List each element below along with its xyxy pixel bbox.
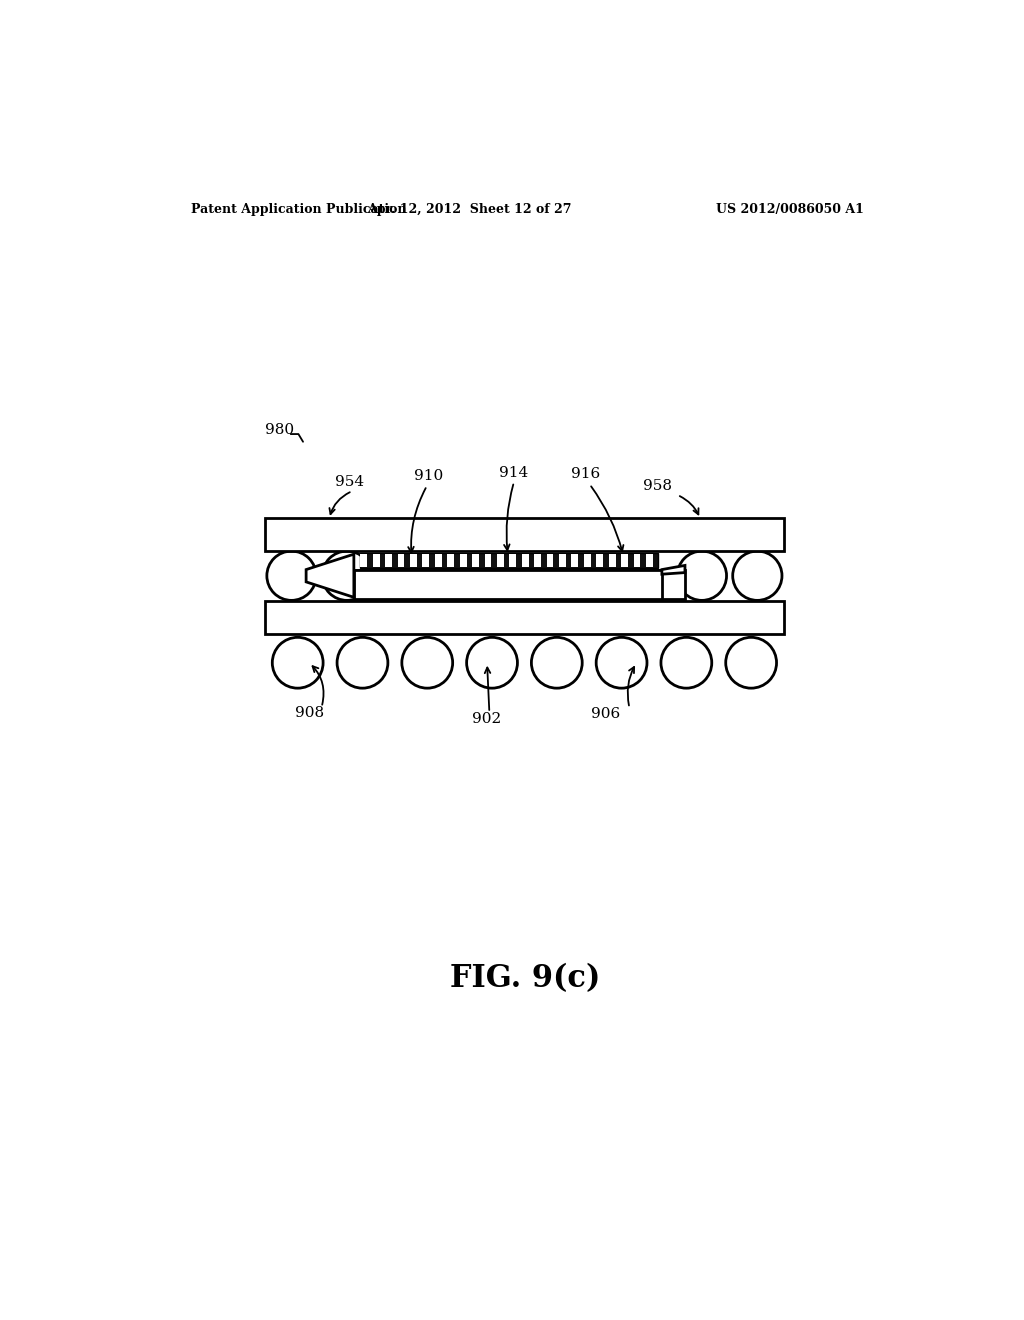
Bar bbox=[373, 554, 380, 566]
Text: US 2012/0086050 A1: US 2012/0086050 A1 bbox=[716, 203, 863, 215]
Bar bbox=[596, 554, 603, 566]
Bar bbox=[497, 554, 504, 566]
Bar bbox=[559, 554, 566, 566]
Text: 958: 958 bbox=[643, 479, 672, 494]
Ellipse shape bbox=[726, 638, 776, 688]
Bar bbox=[354, 570, 662, 599]
Ellipse shape bbox=[401, 638, 453, 688]
Bar bbox=[571, 554, 579, 566]
Text: 908: 908 bbox=[295, 706, 324, 719]
Text: 916: 916 bbox=[571, 467, 600, 480]
Bar bbox=[354, 570, 685, 599]
Bar bbox=[646, 554, 653, 566]
Bar bbox=[608, 554, 615, 566]
Bar bbox=[622, 554, 628, 566]
Text: 980: 980 bbox=[265, 424, 295, 437]
Bar bbox=[547, 554, 554, 566]
Polygon shape bbox=[306, 554, 354, 597]
Bar bbox=[410, 554, 417, 566]
Ellipse shape bbox=[677, 552, 727, 601]
Bar bbox=[397, 554, 404, 566]
Bar bbox=[360, 554, 368, 566]
Bar bbox=[460, 554, 467, 566]
Ellipse shape bbox=[467, 638, 517, 688]
Bar bbox=[447, 554, 455, 566]
Text: 914: 914 bbox=[499, 466, 527, 479]
Polygon shape bbox=[662, 565, 685, 574]
Text: Patent Application Publication: Patent Application Publication bbox=[190, 203, 407, 215]
Bar bbox=[634, 554, 640, 566]
Bar bbox=[360, 553, 658, 568]
Bar bbox=[385, 554, 392, 566]
Bar bbox=[265, 517, 783, 552]
Bar bbox=[522, 554, 528, 566]
Bar bbox=[472, 554, 479, 566]
Text: 902: 902 bbox=[472, 711, 502, 726]
Text: FIG. 9(c): FIG. 9(c) bbox=[450, 964, 600, 994]
Ellipse shape bbox=[267, 552, 316, 601]
Ellipse shape bbox=[531, 638, 583, 688]
Ellipse shape bbox=[596, 638, 647, 688]
Bar bbox=[509, 554, 516, 566]
Bar bbox=[423, 554, 429, 566]
Bar bbox=[265, 601, 783, 635]
Text: Apr. 12, 2012  Sheet 12 of 27: Apr. 12, 2012 Sheet 12 of 27 bbox=[368, 203, 571, 215]
Text: 910: 910 bbox=[414, 469, 443, 483]
Ellipse shape bbox=[337, 638, 388, 688]
Bar bbox=[535, 554, 541, 566]
Text: 954: 954 bbox=[335, 475, 364, 488]
Bar bbox=[484, 554, 492, 566]
Text: 906: 906 bbox=[591, 708, 621, 721]
Bar bbox=[584, 554, 591, 566]
Ellipse shape bbox=[323, 552, 372, 601]
Ellipse shape bbox=[660, 638, 712, 688]
Ellipse shape bbox=[733, 552, 782, 601]
Bar bbox=[435, 554, 441, 566]
Ellipse shape bbox=[272, 638, 324, 688]
